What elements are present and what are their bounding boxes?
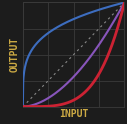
X-axis label: INPUT: INPUT (59, 109, 88, 119)
Y-axis label: OUTPUT: OUTPUT (10, 37, 20, 72)
